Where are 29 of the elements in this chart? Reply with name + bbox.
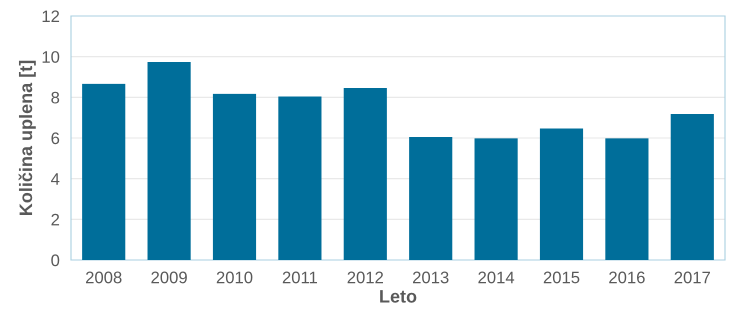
y-tick-label: 6 [51, 132, 60, 144]
bar [278, 96, 322, 260]
x-tick-label: 2010 [216, 272, 252, 284]
x-axis-title: Leto [380, 290, 416, 303]
y-tick-label: 10 [42, 51, 60, 63]
y-tick-label: 8 [51, 92, 60, 104]
bar [605, 138, 648, 260]
bar [474, 138, 518, 260]
y-tick-label: 4 [51, 173, 60, 185]
x-tick-label: 2012 [348, 272, 384, 284]
bar [540, 128, 584, 260]
bar [212, 94, 256, 260]
x-tick-label: 2008 [86, 272, 122, 284]
x-tick-label: 2011 [282, 272, 318, 284]
x-tick-label: 2016 [609, 272, 645, 284]
y-tick-label: 0 [51, 254, 60, 266]
bar [409, 136, 452, 260]
x-tick-label: 2009 [151, 272, 187, 284]
y-tick-label: 12 [42, 10, 60, 22]
x-tick-label: 2014 [478, 272, 514, 284]
x-tick-label: 2017 [674, 272, 710, 284]
y-axis-title: Količina uplena [t] [18, 60, 36, 216]
bar [82, 84, 126, 260]
bar [344, 88, 387, 260]
x-tick-label: 2013 [413, 272, 449, 284]
bar [148, 62, 191, 260]
bar [670, 114, 714, 260]
y-tick-label: 2 [51, 214, 60, 226]
x-tick-label: 2015 [544, 272, 580, 284]
